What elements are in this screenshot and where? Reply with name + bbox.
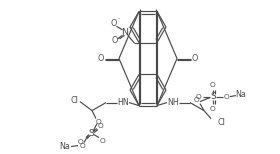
Text: O: O [192,54,198,63]
Text: O: O [95,119,101,125]
Text: O: O [210,106,216,112]
Text: Cl: Cl [218,118,226,127]
Text: O: O [98,123,104,129]
Text: O: O [224,94,230,100]
Text: O: O [210,82,216,88]
Text: NH: NH [167,98,179,107]
Text: O: O [194,97,200,103]
Text: Cl: Cl [70,96,78,105]
Text: O: O [78,139,84,145]
Text: O: O [79,143,85,149]
Text: HN: HN [117,98,129,107]
Text: O: O [111,19,117,28]
Text: O: O [99,138,105,144]
Text: S: S [210,92,216,101]
Text: +: + [128,25,132,30]
Text: O: O [196,94,202,100]
Text: Na: Na [235,90,246,99]
Text: O: O [112,36,118,45]
Text: Na: Na [60,142,71,151]
Text: O: O [98,54,104,63]
Text: N: N [122,28,129,37]
Text: -: - [118,16,120,21]
Text: S: S [88,129,94,138]
